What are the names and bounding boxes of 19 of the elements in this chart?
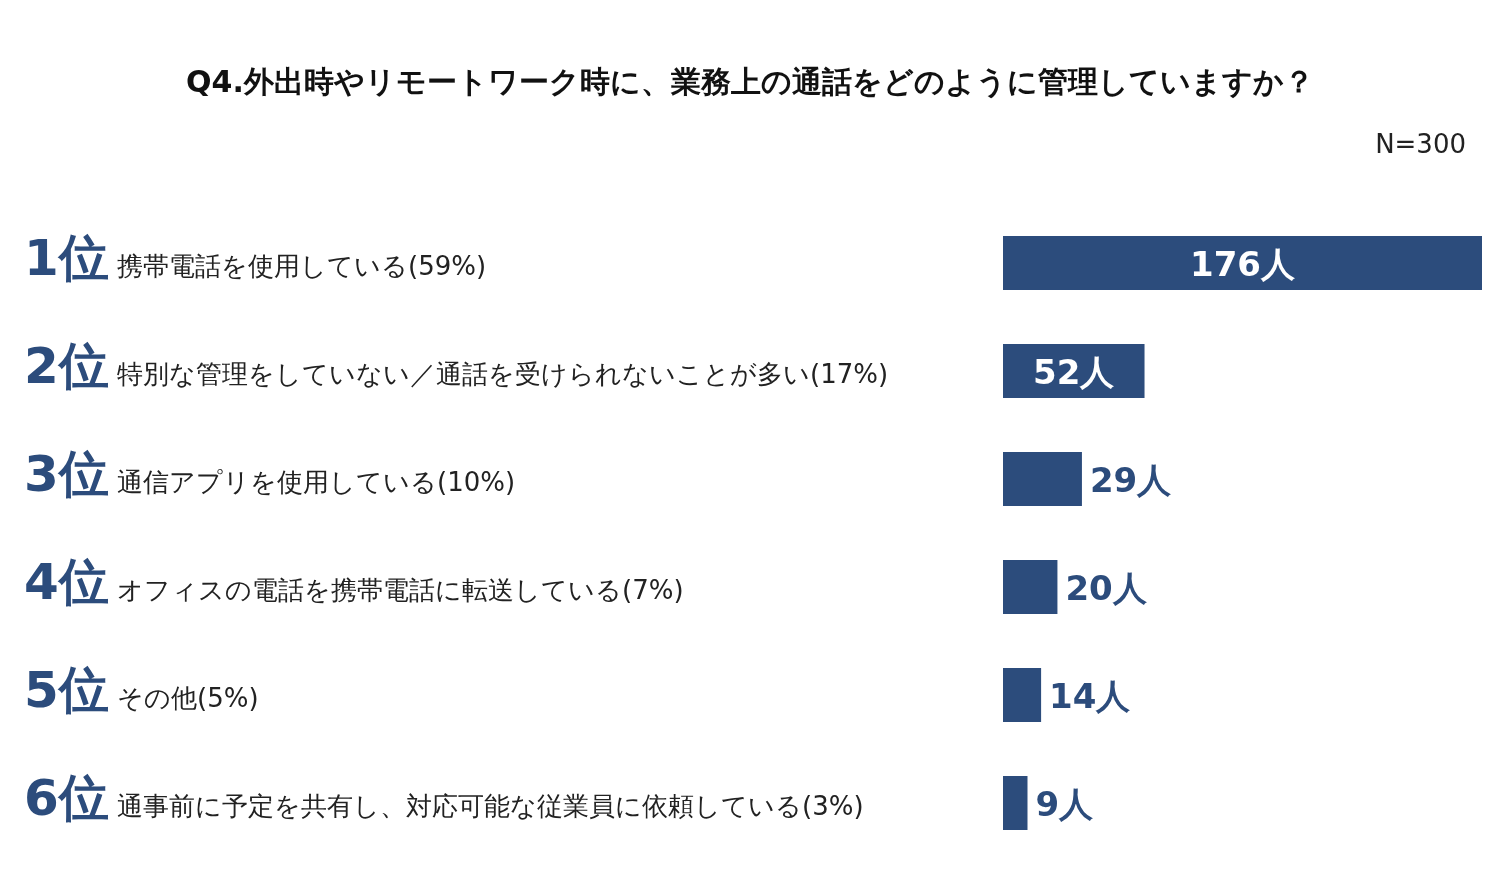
data-label: 52人 (1033, 352, 1116, 392)
bar (1003, 776, 1028, 830)
data-label: 14人 (1049, 676, 1132, 716)
text: N=300 (1375, 129, 1466, 159)
data-label: 9人 (1035, 784, 1095, 824)
y-tick-label: 3位 通信アプリを使用している(10%) (24, 445, 516, 503)
y-tick-label: 2位 特別な管理をしていない／通話を受けられないことが多い(17%) (24, 337, 889, 395)
bar (1003, 668, 1042, 722)
y-tick-label: 5位 その他(5%) (24, 661, 259, 719)
text: Q4.外出時やリモートワーク時に、業務上の通話をどのように管理していますか？ (186, 64, 1314, 99)
data-label: 20人 (1065, 568, 1148, 608)
bar (1003, 560, 1058, 614)
y-tick-label: 1位 携帯電話を使用している(59%) (24, 229, 487, 287)
bar (1003, 452, 1082, 506)
y-tick-label: 6位 通事前に予定を共有し、対応可能な従業員に依頼している(3%) (24, 769, 864, 827)
data-label: 29人 (1089, 460, 1173, 500)
y-tick-label: 4位 オフィスの電話を携帯電話に転送している(7%) (24, 553, 684, 611)
bar (1003, 236, 1482, 290)
data-label: 176人 (1190, 244, 1296, 284)
